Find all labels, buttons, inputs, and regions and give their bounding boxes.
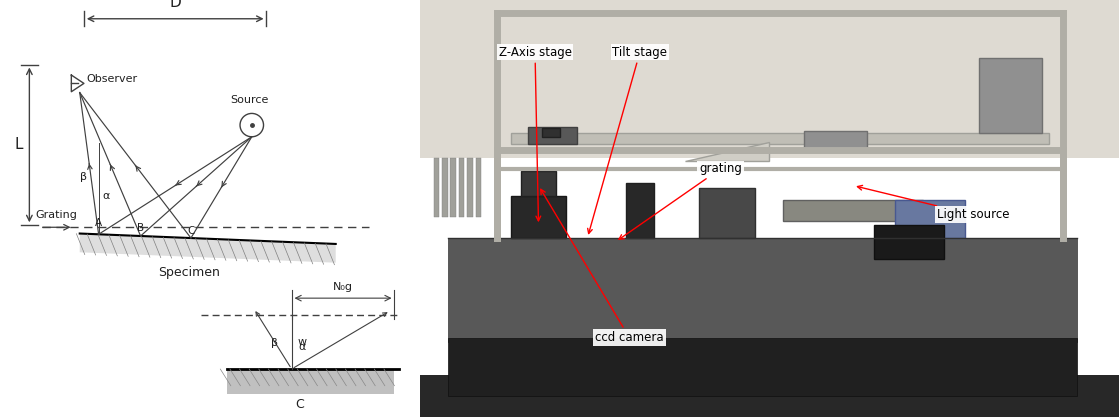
Bar [626, 183, 653, 238]
Text: α: α [299, 342, 305, 352]
Text: Grating: Grating [36, 210, 77, 220]
Bar [979, 58, 1042, 133]
Bar [448, 238, 1076, 342]
Text: Light source: Light source [857, 186, 1009, 221]
Bar [468, 158, 473, 217]
Text: Observer: Observer [86, 74, 138, 84]
Text: C: C [295, 398, 304, 411]
Text: α: α [103, 191, 110, 201]
Polygon shape [79, 234, 336, 263]
Polygon shape [685, 142, 770, 161]
Bar [783, 200, 923, 221]
Bar [420, 375, 1119, 417]
Bar [895, 200, 965, 238]
Text: β: β [81, 172, 87, 182]
Text: Z-Axis stage: Z-Axis stage [499, 45, 572, 221]
Text: w: w [298, 337, 307, 347]
Bar [420, 0, 1119, 158]
Bar [805, 131, 867, 148]
Text: ccd camera: ccd camera [540, 189, 664, 344]
Text: Tilt stage: Tilt stage [587, 45, 667, 234]
Bar [476, 158, 481, 217]
Text: C: C [187, 226, 195, 236]
Text: Source: Source [231, 95, 269, 105]
Text: A: A [95, 219, 102, 229]
Text: β: β [271, 338, 279, 348]
Bar [434, 158, 439, 217]
Bar [448, 338, 1076, 396]
Bar [510, 196, 566, 238]
Bar [459, 158, 464, 217]
Bar [226, 369, 394, 394]
Bar [450, 158, 457, 217]
Text: Specimen: Specimen [158, 266, 219, 279]
Bar [542, 128, 560, 137]
Text: D: D [169, 0, 181, 10]
Bar [442, 158, 448, 217]
Bar [874, 225, 944, 259]
Text: grating: grating [619, 162, 742, 239]
Text: N₀g: N₀g [333, 282, 352, 292]
Text: B: B [137, 223, 144, 233]
Bar [699, 188, 755, 238]
Text: L: L [15, 138, 23, 152]
Bar [510, 133, 1050, 144]
Bar [521, 171, 556, 196]
Bar [528, 127, 577, 144]
